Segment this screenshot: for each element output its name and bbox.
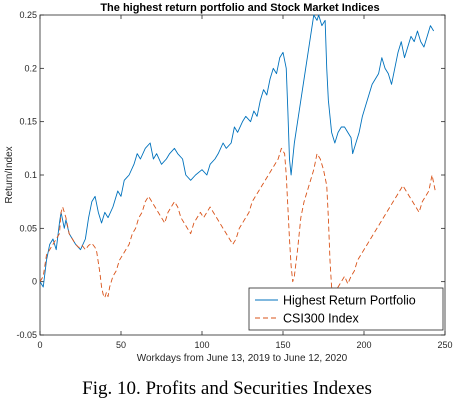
x-tick-label: 100 bbox=[194, 340, 209, 350]
y-tick-label: -0.05 bbox=[16, 330, 37, 340]
x-tick-label: 250 bbox=[437, 340, 452, 350]
figure-caption: Fig. 10. Profits and Securities Indexes bbox=[82, 378, 372, 399]
series-line-highest-return-portfolio bbox=[39, 14, 435, 288]
x-tick-label: 50 bbox=[116, 340, 126, 350]
legend-label-csi300-index: CSI300 Index bbox=[283, 312, 359, 326]
plot-area bbox=[39, 14, 446, 336]
x-tick-label: 150 bbox=[275, 340, 290, 350]
legend-label-highest-return-portfolio: Highest Return Portfolio bbox=[283, 294, 416, 308]
legend: Highest Return Portfolio CSI300 Index bbox=[248, 287, 444, 331]
legend-box bbox=[248, 287, 444, 331]
x-axis-label: Workdays from June 13, 2019 to June 12, … bbox=[137, 353, 348, 364]
x-tick-label: 0 bbox=[37, 340, 42, 350]
series-line-csi300-index bbox=[39, 147, 436, 299]
series-layer bbox=[39, 14, 436, 299]
chart-title: The highest return portfolio and Stock M… bbox=[100, 2, 379, 14]
y-tick-label: 0.15 bbox=[19, 117, 37, 127]
y-axis-label: Return/Index bbox=[4, 146, 15, 203]
y-tick-label: 0.1 bbox=[24, 170, 37, 180]
y-tick-label: 0.25 bbox=[19, 10, 37, 20]
x-tick-label: 200 bbox=[356, 340, 371, 350]
y-tick-label: 0 bbox=[32, 277, 37, 287]
y-tick-label: 0.05 bbox=[19, 223, 37, 233]
y-tick-label: 0.2 bbox=[24, 63, 37, 73]
